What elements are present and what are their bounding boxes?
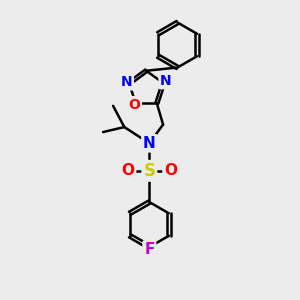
Text: O: O <box>164 163 177 178</box>
Text: F: F <box>144 242 154 257</box>
Text: O: O <box>122 163 135 178</box>
Text: N: N <box>160 74 172 88</box>
Text: N: N <box>121 75 132 89</box>
Text: O: O <box>128 98 140 112</box>
Text: S: S <box>143 162 155 180</box>
Text: N: N <box>143 136 156 151</box>
